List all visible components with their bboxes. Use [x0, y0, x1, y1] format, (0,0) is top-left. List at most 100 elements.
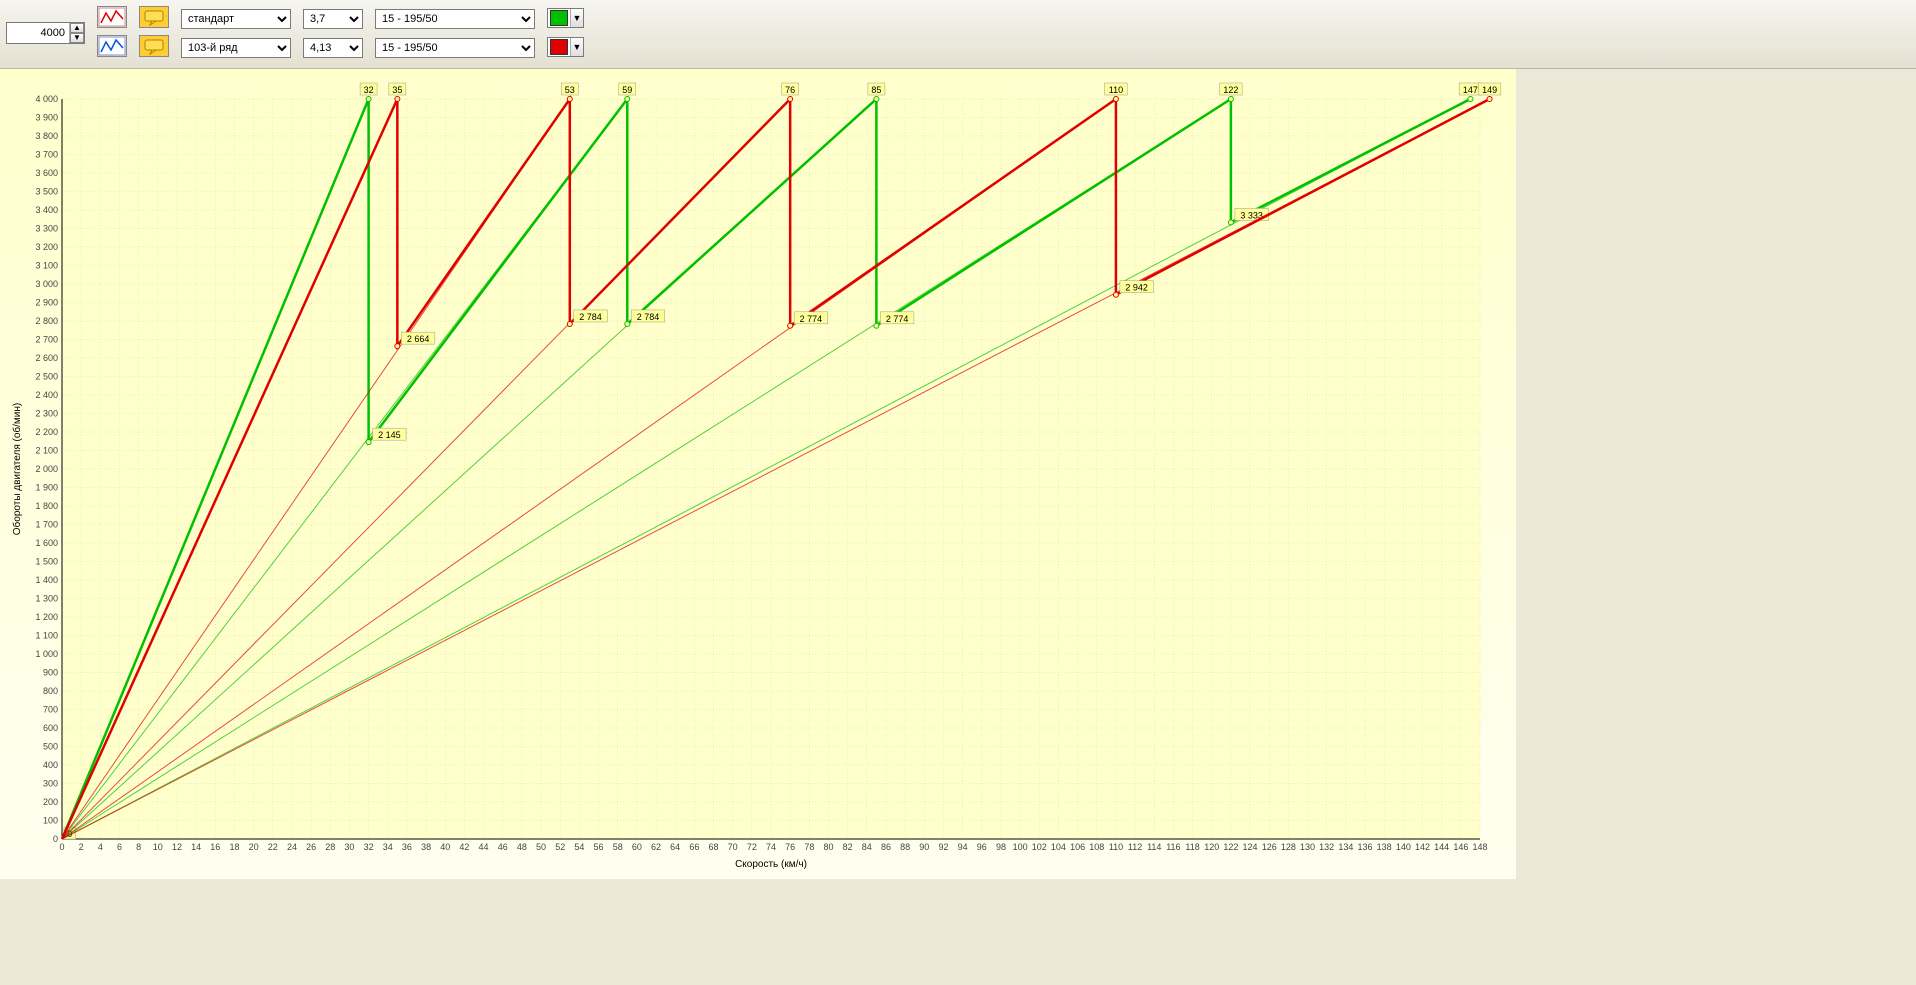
- svg-text:2 400: 2 400: [35, 390, 58, 400]
- color-1-dropdown-icon[interactable]: ▼: [570, 9, 583, 27]
- svg-text:18: 18: [229, 842, 239, 852]
- svg-text:3 300: 3 300: [35, 224, 58, 234]
- tire-1-select[interactable]: 15 - 195/50: [375, 9, 535, 29]
- svg-text:118: 118: [1185, 842, 1199, 852]
- svg-text:147: 147: [1463, 85, 1478, 95]
- svg-text:16: 16: [210, 842, 220, 852]
- svg-text:4: 4: [98, 842, 103, 852]
- svg-text:59: 59: [622, 85, 632, 95]
- svg-text:3 000: 3 000: [35, 279, 58, 289]
- svg-text:32: 32: [364, 842, 374, 852]
- tooltip-toggle-2-icon[interactable]: [139, 35, 169, 57]
- svg-text:400: 400: [43, 760, 58, 770]
- svg-text:14: 14: [191, 842, 201, 852]
- svg-text:46: 46: [498, 842, 508, 852]
- svg-text:1 500: 1 500: [35, 557, 58, 567]
- svg-text:Скорость (км/ч): Скорость (км/ч): [735, 859, 807, 870]
- svg-text:53: 53: [565, 85, 575, 95]
- svg-text:80: 80: [823, 842, 833, 852]
- svg-text:102: 102: [1032, 842, 1047, 852]
- svg-text:3 400: 3 400: [35, 205, 58, 215]
- svg-text:22: 22: [268, 842, 278, 852]
- svg-text:106: 106: [1070, 842, 1085, 852]
- svg-text:74: 74: [766, 842, 776, 852]
- svg-text:500: 500: [43, 742, 58, 752]
- svg-text:10: 10: [153, 842, 163, 852]
- chart-area: 0246810121416182022242628303234363840424…: [0, 69, 1916, 879]
- svg-text:2 774: 2 774: [886, 314, 909, 324]
- svg-text:2 774: 2 774: [800, 314, 823, 324]
- svg-text:200: 200: [43, 797, 58, 807]
- svg-text:12: 12: [172, 842, 182, 852]
- color-2-picker[interactable]: ▼: [547, 37, 584, 57]
- svg-text:124: 124: [1243, 842, 1258, 852]
- svg-text:148: 148: [1472, 842, 1487, 852]
- svg-text:68: 68: [709, 842, 719, 852]
- svg-text:128: 128: [1281, 842, 1296, 852]
- svg-text:142: 142: [1415, 842, 1430, 852]
- svg-text:1 600: 1 600: [35, 538, 58, 548]
- svg-text:24: 24: [287, 842, 297, 852]
- svg-text:26: 26: [306, 842, 316, 852]
- rpm-input[interactable]: [7, 23, 69, 43]
- ratio-1-select[interactable]: 3,7: [303, 9, 363, 29]
- svg-text:300: 300: [43, 779, 58, 789]
- svg-text:100: 100: [43, 816, 58, 826]
- svg-text:3 200: 3 200: [35, 242, 58, 252]
- chart-blue-icon[interactable]: [97, 35, 127, 57]
- svg-text:76: 76: [785, 842, 795, 852]
- color-1-picker[interactable]: ▼: [547, 8, 584, 28]
- svg-text:44: 44: [479, 842, 489, 852]
- svg-text:56: 56: [594, 842, 604, 852]
- svg-text:96: 96: [977, 842, 987, 852]
- svg-text:70: 70: [728, 842, 738, 852]
- svg-text:144: 144: [1434, 842, 1449, 852]
- svg-text:2 784: 2 784: [637, 312, 660, 322]
- gearset-1-select[interactable]: стандарт: [181, 9, 291, 29]
- svg-text:122: 122: [1223, 85, 1238, 95]
- svg-text:800: 800: [43, 686, 58, 696]
- svg-text:130: 130: [1300, 842, 1315, 852]
- svg-text:2 300: 2 300: [35, 409, 58, 419]
- svg-text:1 100: 1 100: [35, 631, 58, 641]
- svg-text:92: 92: [938, 842, 948, 852]
- svg-text:85: 85: [871, 85, 881, 95]
- color-1-swatch: [550, 10, 568, 26]
- svg-text:3 100: 3 100: [35, 261, 58, 271]
- svg-text:36: 36: [402, 842, 412, 852]
- svg-text:100: 100: [1013, 842, 1028, 852]
- svg-text:60: 60: [632, 842, 642, 852]
- color-2-dropdown-icon[interactable]: ▼: [570, 38, 583, 56]
- svg-text:700: 700: [43, 705, 58, 715]
- svg-text:120: 120: [1204, 842, 1219, 852]
- svg-text:1 800: 1 800: [35, 501, 58, 511]
- svg-text:2: 2: [79, 842, 84, 852]
- svg-text:600: 600: [43, 723, 58, 733]
- svg-text:149: 149: [1482, 85, 1497, 95]
- svg-text:1 700: 1 700: [35, 520, 58, 530]
- svg-text:3 500: 3 500: [35, 187, 58, 197]
- chart-red-icon[interactable]: [97, 6, 127, 28]
- svg-text:2 942: 2 942: [1125, 283, 1148, 293]
- svg-text:72: 72: [747, 842, 757, 852]
- svg-text:1 000: 1 000: [35, 649, 58, 659]
- rpm-up-button[interactable]: ▲: [70, 23, 84, 33]
- ratio-2-select[interactable]: 4,13: [303, 38, 363, 58]
- rpm-spinner[interactable]: ▲ ▼: [6, 22, 85, 44]
- toolbar: ▲ ▼ стандарт: [0, 0, 1916, 69]
- rpm-down-button[interactable]: ▼: [70, 33, 84, 43]
- svg-text:146: 146: [1453, 842, 1468, 852]
- svg-text:20: 20: [249, 842, 259, 852]
- svg-text:132: 132: [1319, 842, 1334, 852]
- svg-text:6: 6: [117, 842, 122, 852]
- svg-text:126: 126: [1262, 842, 1277, 852]
- svg-text:2 900: 2 900: [35, 298, 58, 308]
- svg-text:40: 40: [440, 842, 450, 852]
- svg-text:64: 64: [670, 842, 680, 852]
- tire-2-select[interactable]: 15 - 195/50: [375, 38, 535, 58]
- gearset-2-select[interactable]: 103-й ряд: [181, 38, 291, 58]
- svg-text:35: 35: [392, 85, 402, 95]
- svg-text:2 100: 2 100: [35, 446, 58, 456]
- svg-text:42: 42: [459, 842, 469, 852]
- tooltip-toggle-1-icon[interactable]: [139, 6, 169, 28]
